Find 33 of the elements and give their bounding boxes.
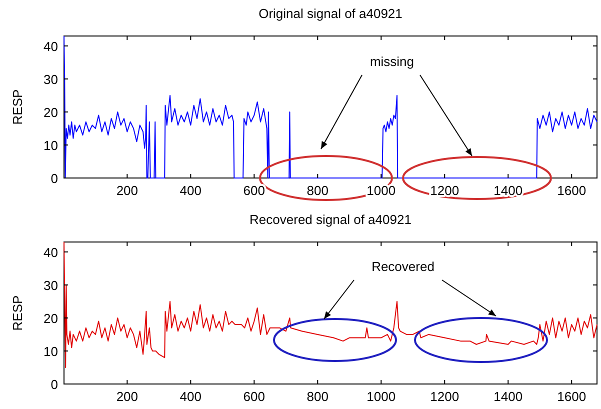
y-tick-label: 30 [44, 72, 58, 87]
y-tick-label: 10 [44, 344, 58, 359]
x-tick-label: 1600 [557, 183, 586, 198]
y-tick-label: 10 [44, 138, 58, 153]
y-tick-label: 0 [50, 377, 58, 392]
y-tick-label: 30 [44, 278, 58, 293]
line-series [64, 242, 598, 368]
x-tick-label: 200 [116, 183, 138, 198]
x-tick-label: 1400 [494, 389, 523, 404]
x-tick-label: 600 [243, 389, 266, 404]
x-tick-label: 1400 [494, 183, 523, 198]
line-series [64, 36, 598, 178]
y-tick-label: 40 [44, 38, 58, 54]
y-tick-label: 20 [44, 310, 58, 326]
x-tick-label: 200 [116, 389, 138, 404]
x-tick-label: 600 [243, 183, 266, 198]
x-tick-label: 400 [180, 183, 202, 198]
x-tick-label: 800 [306, 183, 328, 198]
chart-title: Recovered signal of a40921 [250, 212, 412, 227]
x-tick-label: 1000 [366, 389, 396, 404]
y-tick-label: 20 [44, 104, 58, 120]
x-tick-label: 1200 [430, 183, 460, 198]
chart-title: Original signal of a40921 [258, 6, 402, 21]
annotation: missing [370, 54, 414, 69]
y-axis-title: RESP [10, 89, 25, 125]
x-tick-label: 1600 [557, 389, 586, 404]
annotation: Recovered [372, 259, 434, 274]
y-axis-title: RESP [10, 295, 25, 331]
x-tick-label: 800 [306, 389, 328, 404]
x-tick-label: 1200 [430, 389, 460, 404]
x-tick-label: 400 [180, 389, 202, 404]
y-tick-label: 0 [50, 171, 58, 186]
y-tick-label: 40 [44, 244, 58, 260]
